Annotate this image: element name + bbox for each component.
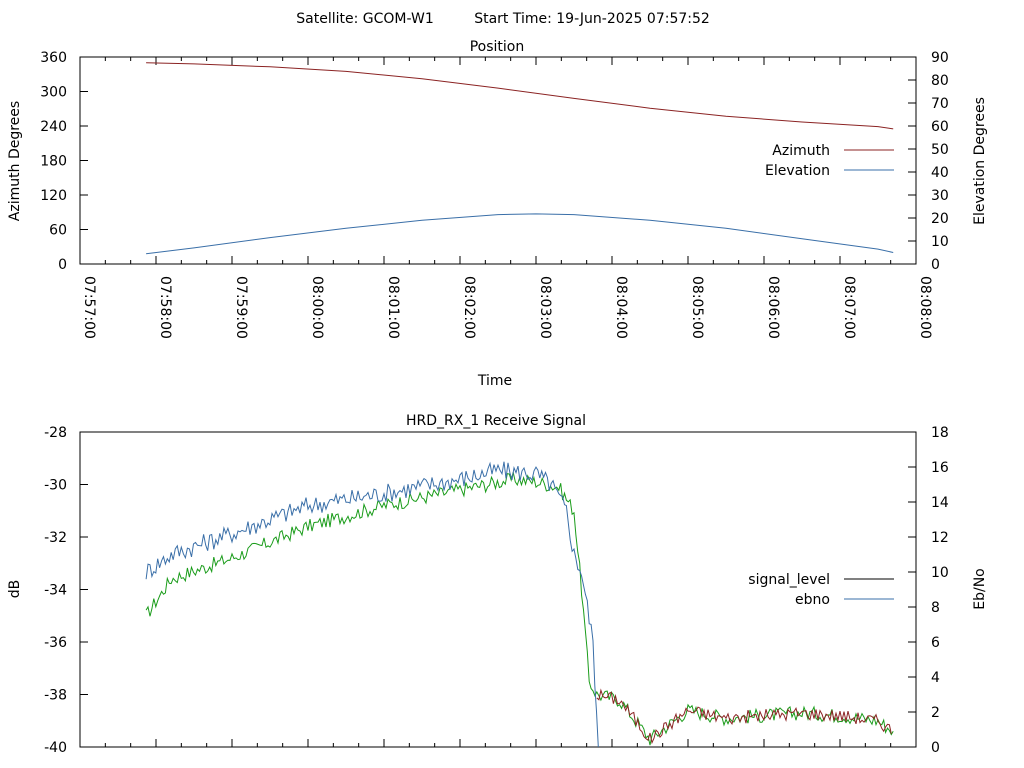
position-x-tick-label: 08:05:00 [689,276,705,339]
receive-signal-right-tick-label: 6 [931,635,940,651]
position-x-tick-label: 07:59:00 [233,276,249,339]
position-left-tick-label: 300 [40,85,67,101]
position-x-tick-label: 08:04:00 [613,276,629,339]
position-x-tick-label: 08:00:00 [309,276,325,339]
position-series-azimuth-line [146,62,894,130]
receive-signal-right-tick-label: 18 [931,425,949,441]
receive-signal-left-tick-label: -32 [44,530,67,546]
position-x-tick-label: 08:07:00 [841,276,857,339]
position-x-tick-label: 08:02:00 [461,276,477,339]
position-chart-title: Position [470,39,525,55]
position-chart: Position Time Azimuth Degrees Elevation … [7,39,988,389]
receive-signal-left-tick-label: -34 [44,583,67,599]
receive-signal-right-tick-label: 12 [931,530,949,546]
receive-signal-left-tick-label: -38 [44,688,67,704]
receive-signal-chart: HRD_RX_1 Receive Signal dB Eb/No -40 -38 -… [7,413,988,756]
satellite-label: Satellite: GCOM-W1 [296,11,433,27]
position-series-elevation-line [146,213,894,255]
position-x-tick-label: 07:58:00 [157,276,173,339]
receive-signal-left-axis-label: dB [7,580,23,599]
position-legend-label: Elevation [765,163,830,179]
position-x-axis-label: Time [477,373,512,389]
position-right-tick-label: 10 [931,234,949,250]
receive-signal-plot-frame [79,431,917,748]
position-right-tick-label: 30 [931,188,949,204]
position-left-tick-label: 60 [49,223,67,239]
receive-signal-legend-label: signal_level [748,572,830,588]
position-left-tick-label: 120 [40,188,67,204]
position-right-tick-label: 60 [931,119,949,135]
position-legend-label: Azimuth [772,143,830,159]
position-right-tick-label: 80 [931,73,949,89]
receive-signal-right-tick-label: 14 [931,495,949,511]
position-left-tick-label: 360 [40,50,67,66]
position-left-axis-label: Azimuth Degrees [7,101,23,221]
receive-signal-left-tick-label: -40 [44,740,67,756]
position-right-tick-label: 50 [931,142,949,158]
receive-signal-left-tick-label: -36 [44,635,67,651]
start-time-label: Start Time: 19-Jun-2025 07:57:52 [474,11,710,27]
receive-signal-legend-label: ebno [795,592,830,608]
position-left-tick-label: 240 [40,119,67,135]
position-right-tick-label: 0 [931,257,940,273]
receive-signal-right-tick-label: 8 [931,600,940,616]
position-right-tick-label: 90 [931,50,949,66]
receive-signal-right-tick-label: 0 [931,740,940,756]
receive-signal-noise-floor-line [596,688,892,745]
receive-signal-series-ebno-line [145,461,599,748]
receive-signal-right-tick-label: 2 [931,705,940,721]
receive-signal-right-tick-label: 10 [931,565,949,581]
receive-signal-right-axis-label: Eb/No [972,568,988,610]
receive-signal-left-tick-label: -30 [44,478,67,494]
position-x-tick-label: 08:01:00 [385,276,401,339]
receive-signal-series-signal-level-line [145,472,894,746]
receive-signal-right-tick-label: 4 [931,670,940,686]
position-x-tick-label: 08:06:00 [765,276,781,339]
position-right-axis-label: Elevation Degrees [972,97,988,225]
position-x-tick-label: 07:57:00 [81,276,97,339]
position-x-tick-label: 08:08:00 [917,276,933,339]
position-x-tick-label: 08:03:00 [537,276,553,339]
position-left-tick-label: 0 [58,257,67,273]
position-right-tick-label: 70 [931,96,949,112]
receive-signal-right-tick-label: 16 [931,460,949,476]
receive-signal-left-tick-label: -28 [44,425,67,441]
position-right-tick-label: 40 [931,165,949,181]
position-left-tick-label: 180 [40,154,67,170]
receive-signal-chart-title: HRD_RX_1 Receive Signal [406,413,586,429]
position-right-tick-label: 20 [931,211,949,227]
